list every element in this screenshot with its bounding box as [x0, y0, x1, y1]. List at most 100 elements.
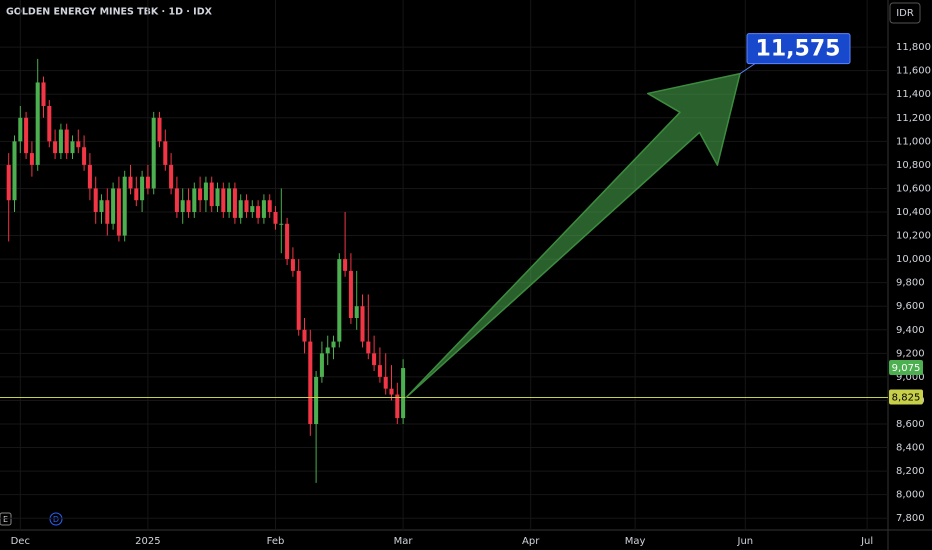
x-tick-label: Jun — [737, 536, 754, 547]
horizontal-line-label: 8,825 — [892, 393, 921, 404]
candle-body — [203, 182, 208, 201]
y-tick-label: 10,400 — [896, 207, 931, 218]
candle-body — [343, 259, 348, 271]
candle-body — [302, 329, 307, 342]
candle-body — [76, 141, 81, 148]
candle-body — [12, 141, 17, 201]
candle-body — [267, 200, 272, 212]
candle-body — [348, 270, 353, 318]
candle-body — [261, 200, 266, 218]
candle-body — [296, 270, 301, 330]
currency-label[interactable]: IDR — [896, 8, 914, 19]
candle-body — [99, 200, 104, 212]
candle-body — [145, 176, 150, 189]
candle-body — [395, 394, 400, 419]
y-tick-label: 8,400 — [896, 443, 925, 454]
candle-body — [29, 153, 34, 165]
candle-body — [366, 341, 371, 354]
candle-body — [105, 200, 110, 224]
candle-body — [325, 347, 330, 354]
y-tick-label: 9,200 — [896, 348, 925, 359]
event-marker-box[interactable] — [0, 512, 12, 526]
dividend-marker-circle[interactable] — [49, 512, 63, 526]
chart-title: GOLDEN ENERGY MINES TBK · 1D · IDX — [6, 7, 213, 18]
y-tick-label: 11,600 — [896, 66, 931, 77]
grid — [0, 0, 888, 530]
candle-body — [256, 206, 261, 218]
candle-body — [35, 82, 40, 165]
candle-body — [116, 188, 121, 236]
candle-body — [221, 188, 226, 212]
dividend-marker[interactable]: D — [53, 515, 59, 524]
x-tick-label: Dec — [11, 536, 30, 547]
candle-body — [47, 106, 52, 142]
candle-body — [354, 306, 359, 318]
candle-body — [157, 117, 162, 142]
candle-body — [279, 223, 284, 225]
candle-body — [192, 188, 197, 212]
x-tick-label: May — [625, 536, 646, 547]
last-price-box — [889, 360, 923, 376]
x-tick-label: Apr — [522, 536, 540, 547]
y-tick-label: 8,200 — [896, 466, 925, 477]
y-tick-label: 10,800 — [896, 160, 931, 171]
horizontal-line-label-box — [889, 389, 923, 405]
candle-body — [372, 353, 377, 366]
candle-body — [70, 141, 75, 154]
candle-body — [238, 200, 243, 218]
y-tick-label: 10,200 — [896, 231, 931, 242]
candle-body — [290, 259, 295, 271]
y-tick-label: 8,600 — [896, 419, 925, 430]
y-tick-label: 11,000 — [896, 136, 931, 147]
candle-body — [87, 164, 92, 189]
candle-body — [377, 365, 382, 377]
x-tick-label: Mar — [394, 536, 414, 547]
candle-body — [331, 341, 336, 348]
candle-body — [163, 141, 168, 165]
candle-body — [360, 306, 365, 342]
last-price-label: 9,075 — [892, 363, 921, 374]
candle-body — [169, 164, 174, 189]
x-tick-label: Feb — [267, 536, 285, 547]
candle-body — [198, 188, 203, 201]
y-tick-label: 9,400 — [896, 325, 925, 336]
candle-body — [250, 206, 255, 212]
candle-body — [174, 188, 179, 212]
target-label-pointer — [739, 63, 756, 75]
candle-body — [6, 164, 11, 201]
y-tick-label: 9,600 — [896, 301, 925, 312]
event-marker[interactable]: E — [3, 515, 8, 524]
y-tick-label: 11,800 — [896, 42, 931, 53]
candle-body — [215, 188, 220, 207]
candle-body — [244, 200, 249, 212]
candle-body — [122, 176, 127, 236]
y-tick-label: 10,600 — [896, 183, 931, 194]
candle-body — [134, 188, 139, 201]
candle-body — [41, 82, 46, 106]
candle-body — [383, 376, 388, 389]
y-tick-label: 9,000 — [896, 372, 925, 383]
y-tick-label: 11,400 — [896, 89, 931, 100]
candle-body — [24, 117, 29, 154]
candle-body — [53, 141, 58, 154]
y-tick-label: 11,200 — [896, 113, 931, 124]
y-tick-label: 7,800 — [896, 513, 925, 524]
x-tick-label: 2025 — [135, 536, 160, 547]
candle-body — [232, 188, 237, 218]
candle-body — [401, 368, 406, 419]
candle-body — [111, 188, 116, 224]
currency-box[interactable] — [889, 2, 921, 24]
candle-body — [18, 117, 23, 142]
candle-body — [227, 188, 232, 212]
candle-body — [314, 376, 319, 424]
candle-body — [58, 129, 63, 154]
y-tick-label: 9,800 — [896, 278, 925, 289]
candle-body — [389, 388, 394, 395]
target-label-box — [746, 33, 851, 65]
y-tick-label: 10,000 — [896, 254, 931, 265]
y-tick-label: 8,000 — [896, 490, 925, 501]
candle-body — [128, 176, 133, 189]
candle-body — [308, 341, 313, 424]
